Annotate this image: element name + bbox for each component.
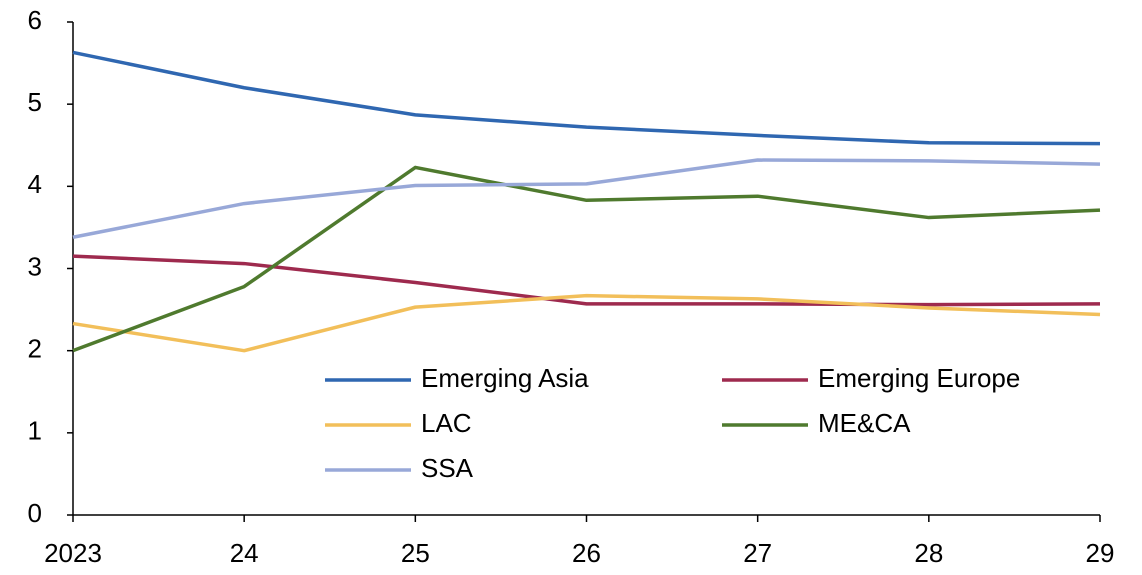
y-tick-label: 2 [28, 334, 42, 364]
y-tick-label: 3 [28, 251, 42, 281]
series-line [72, 50, 1101, 146]
legend-label: Emerging Europe [818, 363, 1020, 393]
x-tick-label: 26 [572, 538, 601, 568]
series-line [72, 165, 1101, 353]
legend-label: Emerging Asia [421, 363, 589, 393]
x-tick-label: 2023 [44, 538, 102, 568]
x-tick-label: 29 [1086, 538, 1115, 568]
series-line [72, 254, 1101, 307]
legend-label: LAC [421, 408, 472, 438]
legend-label: ME&CA [818, 408, 911, 438]
y-tick-label: 5 [28, 87, 42, 117]
x-tick-label: 28 [914, 538, 943, 568]
legend-label: SSA [421, 453, 474, 483]
x-tick-label: 25 [401, 538, 430, 568]
x-tick-label: 27 [743, 538, 772, 568]
series-line [72, 158, 1101, 239]
y-tick-label: 6 [28, 5, 42, 35]
y-tick-label: 4 [28, 169, 42, 199]
y-tick-label: 0 [28, 498, 42, 528]
series-line [72, 293, 1101, 353]
x-tick-label: 24 [230, 538, 259, 568]
y-tick-label: 1 [28, 416, 42, 446]
